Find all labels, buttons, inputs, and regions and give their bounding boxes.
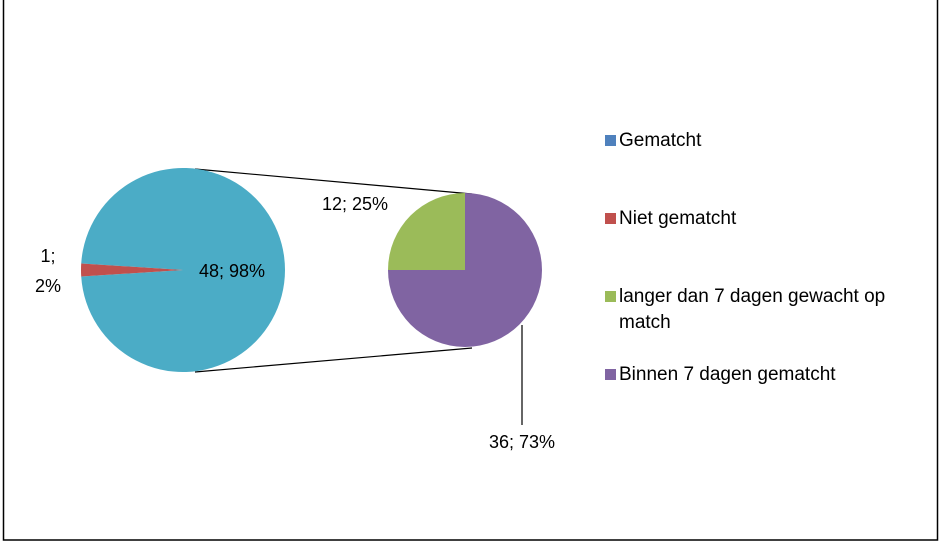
legend: Gematcht Niet gematcht langer dan 7 dagen … [605, 128, 905, 440]
legend-swatch [605, 135, 616, 146]
pie-slice [81, 263, 183, 277]
legend-item: Binnen 7 dagen gematcht [605, 362, 905, 440]
legend-label: Binnen 7 dagen gematcht [619, 364, 836, 385]
connector [194, 347, 473, 373]
connector [194, 168, 473, 195]
data-label: 36; 73% [489, 432, 555, 452]
legend-item: langer dan 7 dagen gewacht op match [605, 284, 905, 362]
legend-label: langer dan 7 dagen gewacht op match [619, 286, 886, 333]
legend-item: Gematcht [605, 128, 905, 206]
legend-swatch [605, 291, 616, 302]
legend-label: Niet gematcht [619, 208, 737, 229]
legend-swatch [605, 369, 616, 380]
legend-label: Gematcht [619, 130, 702, 151]
data-label: 1; 2% [35, 246, 61, 296]
legend-swatch [605, 213, 616, 224]
data-label: 48; 98% [199, 261, 265, 281]
pie-slice [388, 193, 465, 270]
data-label-line: 2% [35, 276, 61, 296]
pie-slice [81, 168, 286, 372]
pie-slice [388, 193, 542, 347]
data-label: 12; 25% [322, 194, 388, 214]
legend-item: Niet gematcht [605, 206, 905, 284]
data-label-line: 1; [40, 246, 55, 266]
